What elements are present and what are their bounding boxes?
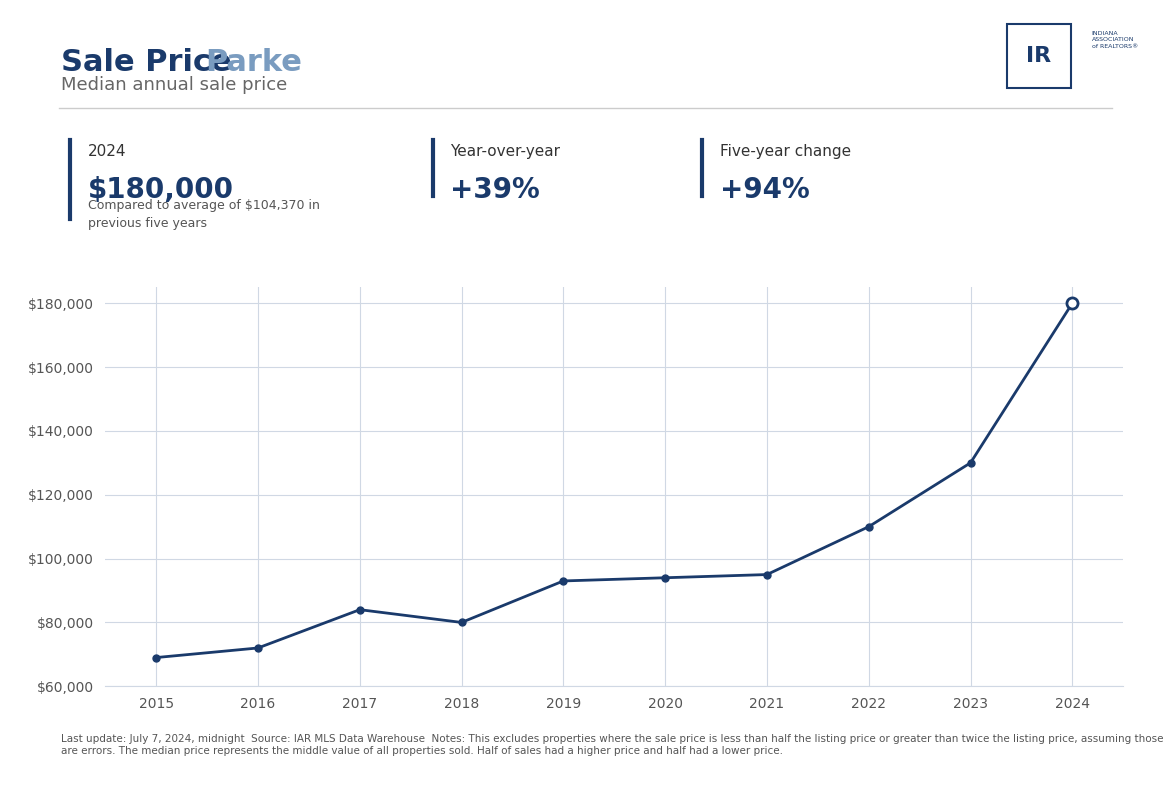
FancyBboxPatch shape <box>1007 24 1071 88</box>
Text: Five-year change: Five-year change <box>720 144 851 159</box>
Text: Parke: Parke <box>205 48 302 77</box>
Text: $180,000: $180,000 <box>88 176 234 203</box>
Text: 2024: 2024 <box>88 144 126 159</box>
Text: IR: IR <box>1026 45 1052 66</box>
Text: Year-over-year: Year-over-year <box>450 144 560 159</box>
Text: Last update: July 7, 2024, midnight  Source: IAR MLS Data Warehouse  Notes: This: Last update: July 7, 2024, midnight Sour… <box>61 734 1163 756</box>
Text: Sale Price: Sale Price <box>61 48 242 77</box>
Text: +94%: +94% <box>720 176 810 203</box>
Text: INDIANA
ASSOCIATION
of REALTORS®: INDIANA ASSOCIATION of REALTORS® <box>1092 31 1138 49</box>
Text: +39%: +39% <box>450 176 541 203</box>
Text: Compared to average of $104,370 in
previous five years: Compared to average of $104,370 in previ… <box>88 200 319 231</box>
Text: Median annual sale price: Median annual sale price <box>61 76 287 94</box>
